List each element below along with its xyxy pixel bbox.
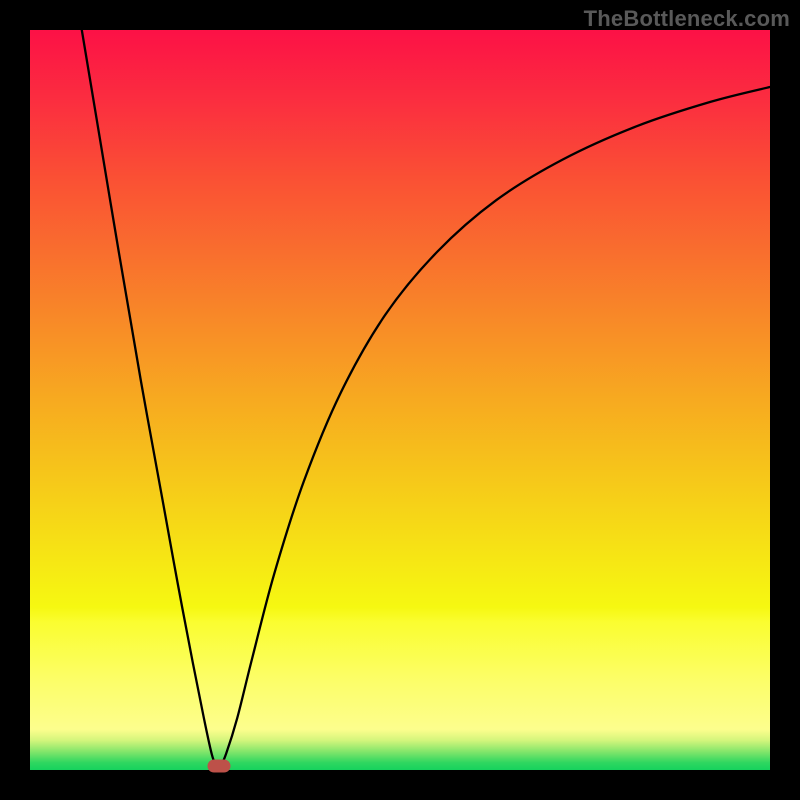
bottleneck-curve xyxy=(82,30,770,765)
minimum-marker xyxy=(207,759,230,772)
chart-frame: TheBottleneck.com xyxy=(0,0,800,800)
curve-layer xyxy=(30,30,770,770)
watermark-text: TheBottleneck.com xyxy=(584,6,790,32)
plot-area xyxy=(30,30,770,770)
